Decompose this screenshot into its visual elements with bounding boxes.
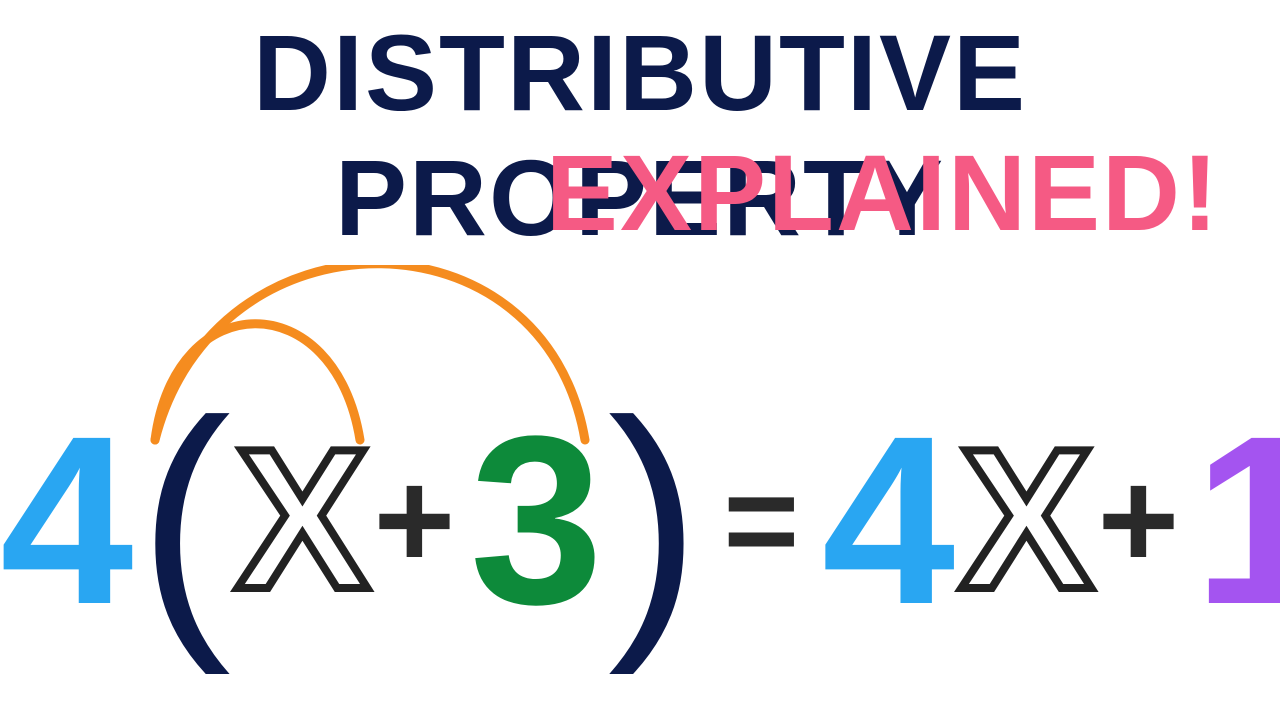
coefficient-left: 4 (0, 400, 133, 640)
paren-open: ( (138, 380, 231, 660)
constant-inside: 3 (470, 400, 603, 640)
title-line-2: EXPLAINED! (0, 130, 1280, 255)
equals-sign: = (723, 455, 799, 585)
result-constant: 12 (1194, 400, 1280, 640)
variable-x-left: X (236, 420, 359, 620)
variable-x-right: X (960, 420, 1083, 620)
plus-inside: + (374, 450, 456, 590)
coefficient-right: 4 (822, 400, 955, 640)
plus-right: + (1098, 450, 1180, 590)
equation: 4 ( X + 3 ) = 4 X + 12 (0, 380, 1280, 660)
paren-close: ) (608, 380, 701, 660)
